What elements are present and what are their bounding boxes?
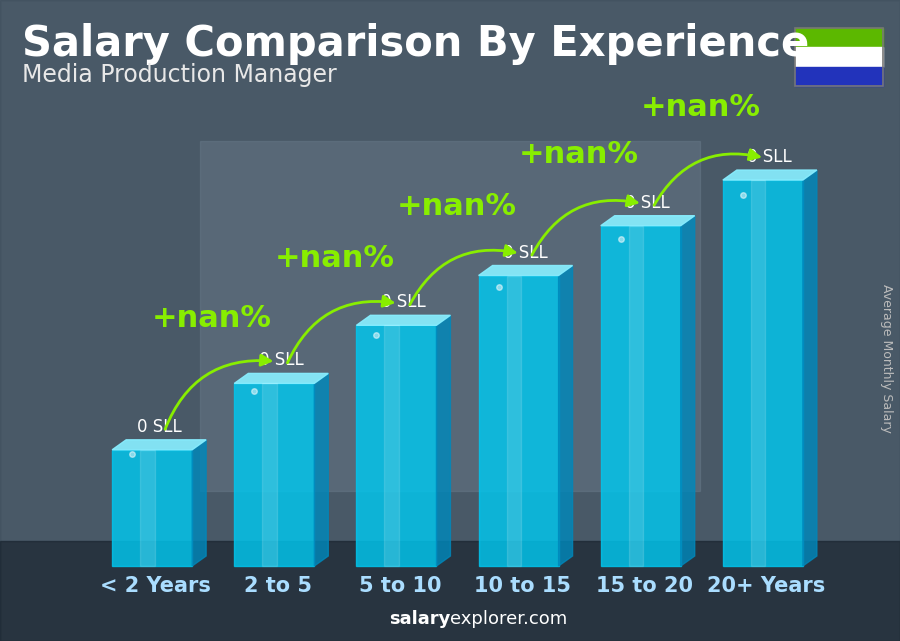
Bar bbox=[795, 28, 883, 47]
Bar bbox=[723, 180, 803, 566]
Polygon shape bbox=[112, 440, 206, 450]
Text: < 2 Years: < 2 Years bbox=[100, 576, 212, 596]
Text: +nan%: +nan% bbox=[397, 192, 517, 221]
Text: 5 to 10: 5 to 10 bbox=[359, 576, 441, 596]
Text: Media Production Manager: Media Production Manager bbox=[22, 63, 337, 87]
Bar bbox=[140, 450, 155, 566]
Text: +nan%: +nan% bbox=[641, 92, 760, 122]
Bar bbox=[795, 47, 883, 67]
Text: 2 to 5: 2 to 5 bbox=[244, 576, 311, 596]
Bar bbox=[600, 226, 680, 566]
Text: 0 SLL: 0 SLL bbox=[503, 244, 548, 262]
Text: +nan%: +nan% bbox=[518, 140, 639, 169]
Polygon shape bbox=[680, 216, 695, 566]
Bar bbox=[629, 226, 643, 566]
Text: 0 SLL: 0 SLL bbox=[748, 148, 792, 166]
Text: 15 to 20: 15 to 20 bbox=[596, 576, 693, 596]
Polygon shape bbox=[436, 315, 450, 566]
Polygon shape bbox=[234, 374, 328, 383]
Bar bbox=[0, 541, 900, 641]
Text: Salary Comparison By Experience: Salary Comparison By Experience bbox=[22, 23, 809, 65]
Polygon shape bbox=[479, 265, 572, 276]
Polygon shape bbox=[600, 216, 695, 226]
Text: 20+ Years: 20+ Years bbox=[707, 576, 825, 596]
Polygon shape bbox=[559, 265, 572, 566]
Polygon shape bbox=[723, 170, 817, 180]
Bar bbox=[751, 180, 765, 566]
Text: +nan%: +nan% bbox=[152, 304, 272, 333]
Bar bbox=[384, 325, 399, 566]
Text: 0 SLL: 0 SLL bbox=[381, 294, 426, 312]
Text: +nan%: +nan% bbox=[274, 244, 394, 273]
Text: 0 SLL: 0 SLL bbox=[626, 194, 670, 212]
Bar bbox=[356, 325, 436, 566]
Bar bbox=[795, 67, 883, 86]
Bar bbox=[262, 383, 276, 566]
Bar bbox=[479, 276, 559, 566]
Text: Average Monthly Salary: Average Monthly Salary bbox=[880, 284, 893, 433]
Bar bbox=[234, 383, 314, 566]
Bar bbox=[795, 28, 883, 86]
Bar bbox=[112, 450, 192, 566]
Bar bbox=[200, 141, 700, 491]
Polygon shape bbox=[803, 170, 817, 566]
Polygon shape bbox=[192, 440, 206, 566]
Text: 0 SLL: 0 SLL bbox=[137, 418, 182, 436]
Text: explorer.com: explorer.com bbox=[450, 610, 567, 628]
Polygon shape bbox=[314, 374, 328, 566]
Bar bbox=[507, 276, 521, 566]
Text: salary: salary bbox=[389, 610, 450, 628]
Polygon shape bbox=[356, 315, 450, 325]
Text: 10 to 15: 10 to 15 bbox=[473, 576, 571, 596]
Text: 0 SLL: 0 SLL bbox=[259, 351, 303, 369]
